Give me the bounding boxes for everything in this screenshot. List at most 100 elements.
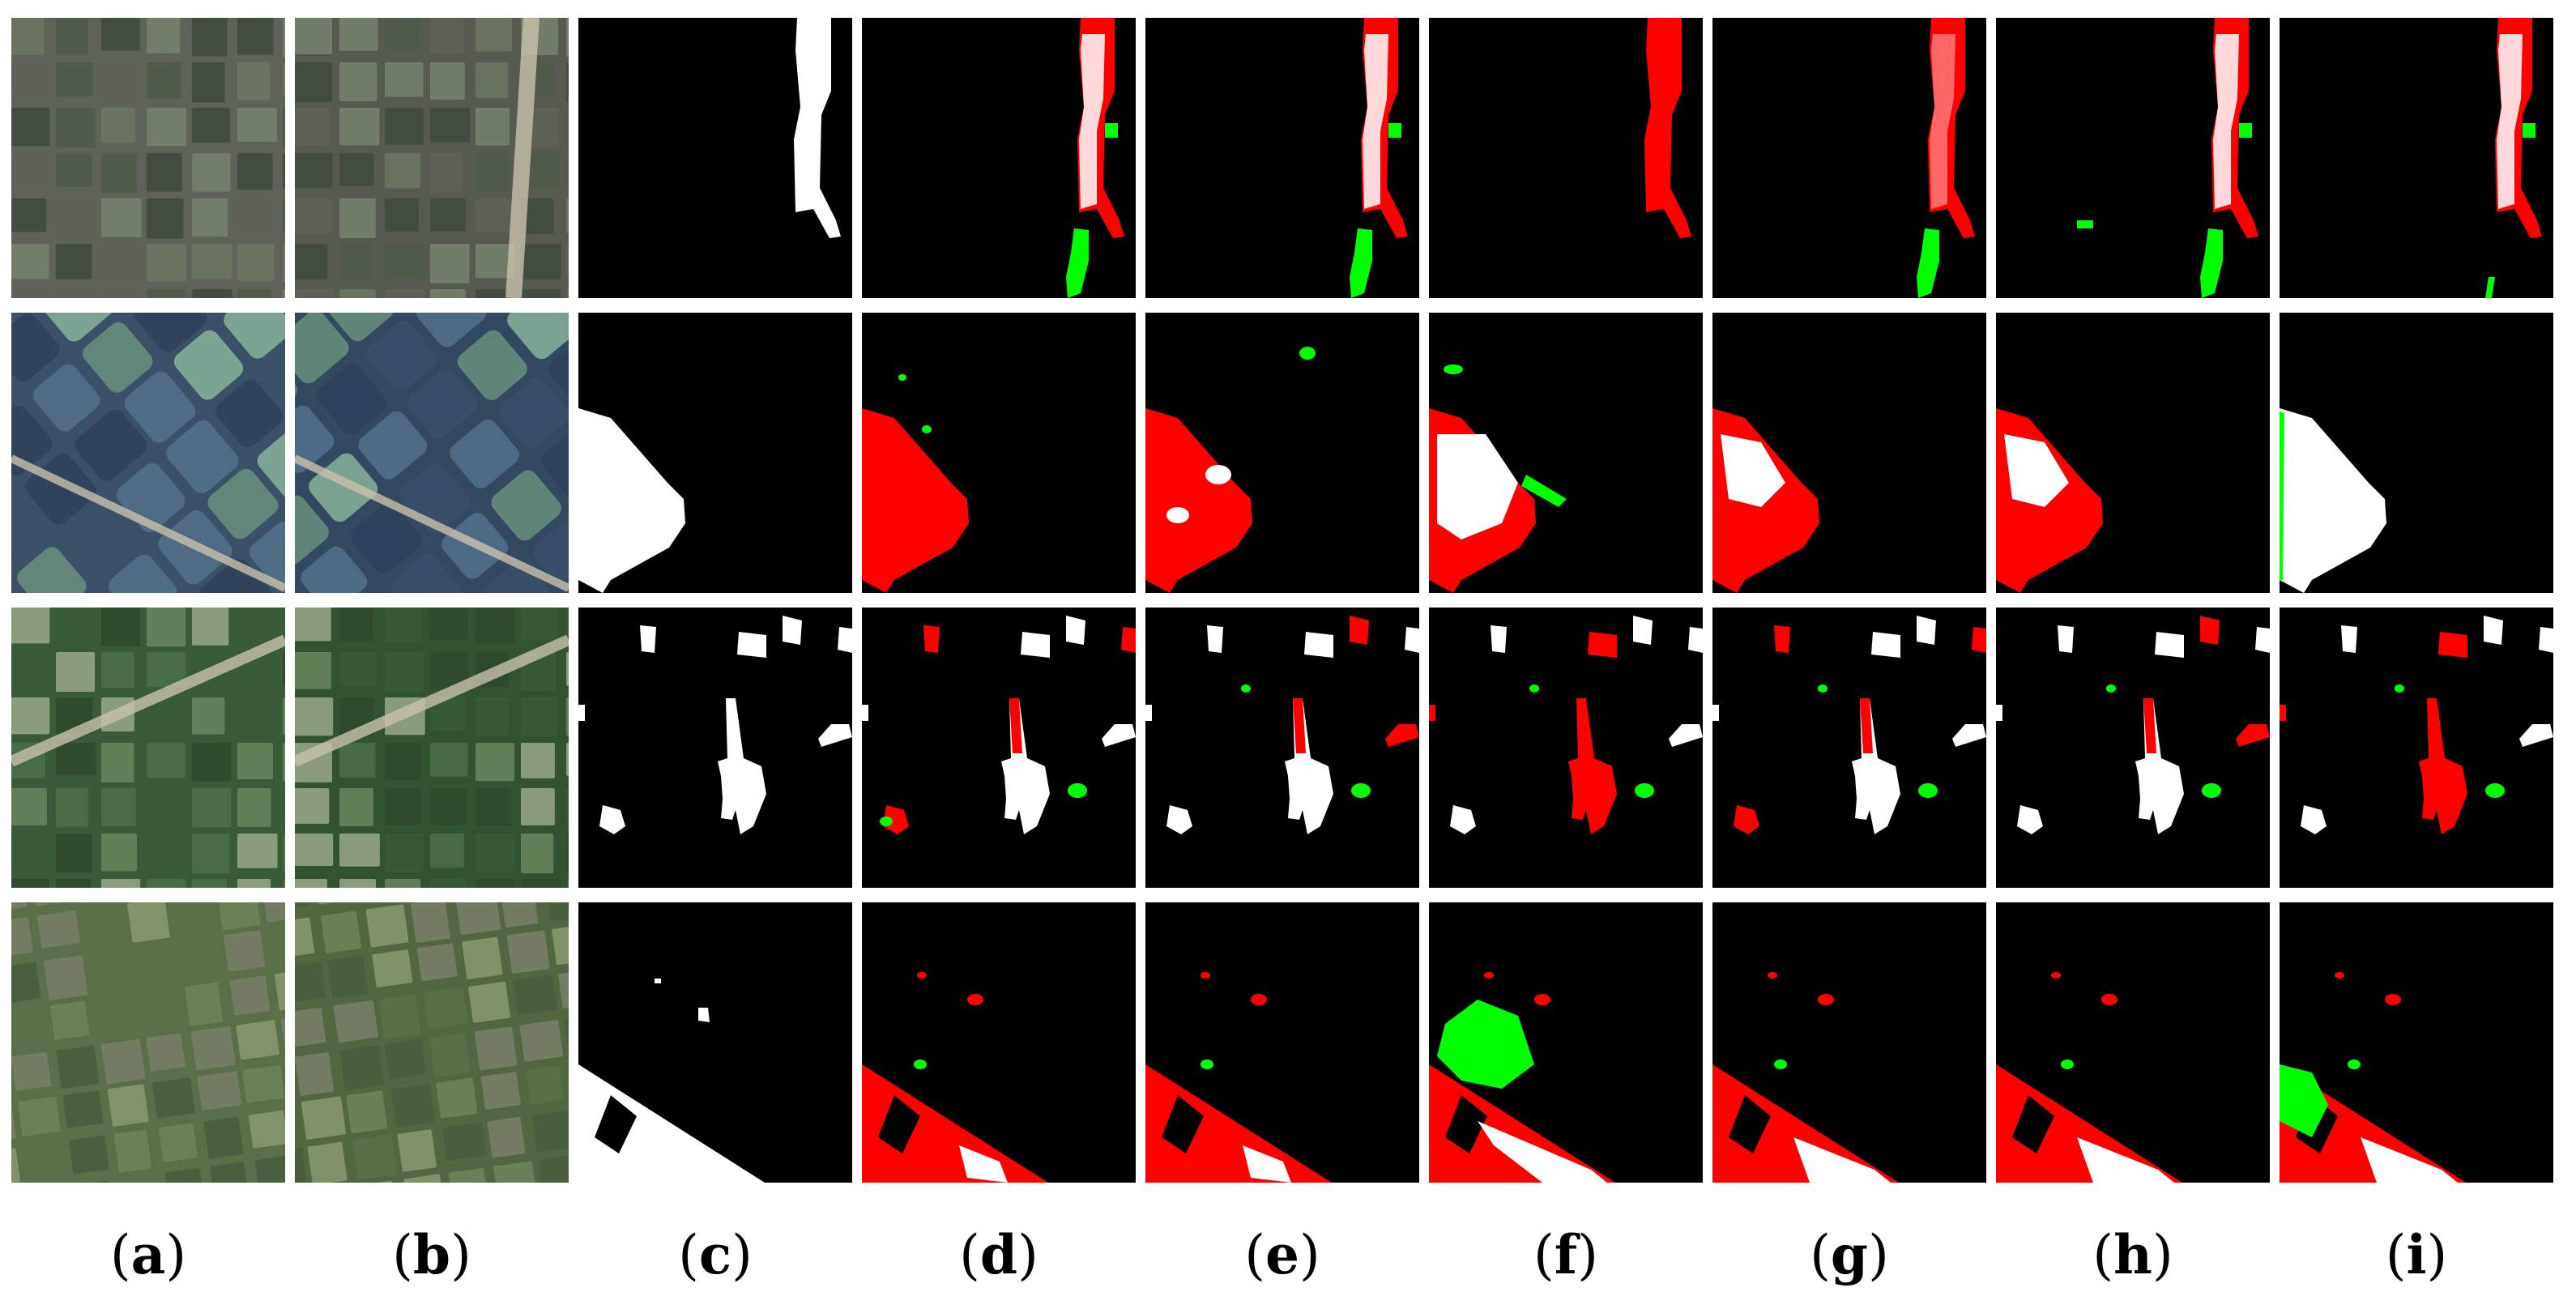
prediction-svg [1145, 313, 1419, 593]
tp-region [1491, 625, 1507, 653]
tile-prediction-row4-col-h [1996, 902, 2270, 1183]
tp-region [818, 724, 852, 747]
bg-region [1162, 1095, 1204, 1153]
tile-image-t2-row2-col-b [295, 313, 569, 593]
tp-region [1930, 34, 1955, 209]
tp-region [1952, 724, 1986, 747]
fp-region [898, 374, 906, 381]
bg-region [2012, 1095, 2054, 1153]
prediction-svg [1712, 18, 1986, 298]
prediction-svg [862, 608, 1136, 888]
mask-background [862, 608, 1136, 888]
fp-region [1066, 228, 1089, 298]
fp-region [1201, 1060, 1213, 1069]
fn-region [1201, 972, 1210, 979]
tp-region [1633, 616, 1653, 645]
tp-region [578, 705, 585, 721]
fn-region [2335, 972, 2344, 979]
tile-prediction-row4-col-f [1429, 902, 1703, 1183]
image-t1-svg [11, 18, 285, 298]
image-t2-svg [295, 608, 569, 888]
tp-region [2341, 625, 2357, 653]
image-t1-svg [11, 902, 285, 1183]
image-t2-svg [295, 18, 569, 298]
fn-region [1484, 972, 1494, 979]
prediction-svg [1712, 902, 1986, 1183]
tile-ground-truth-row2-col-c [578, 313, 852, 593]
tp-region [2301, 805, 2327, 834]
fn-region [1644, 18, 1691, 238]
fp-region [1635, 783, 1654, 798]
tp-region [578, 1064, 765, 1183]
prediction-svg [1429, 902, 1703, 1183]
fp-region [1299, 347, 1316, 360]
fn-region [2280, 705, 2286, 721]
tile-ground-truth-row3-col-c [578, 608, 852, 888]
fn-region [2427, 698, 2440, 753]
tile-prediction-row2-col-i [2280, 313, 2553, 593]
prediction-svg [2280, 18, 2553, 298]
fp-region [914, 1060, 927, 1069]
fp-region [922, 425, 932, 433]
bg-region [595, 1095, 637, 1153]
fn-region [923, 625, 940, 653]
fp-region [1918, 783, 1938, 798]
tp-region [1021, 632, 1050, 658]
column-label-h: (h) [1996, 1223, 2270, 1286]
prediction-svg [1429, 18, 1703, 298]
label-letter: d [979, 1223, 1018, 1286]
tile-prediction-row3-col-i [2280, 608, 2553, 888]
tile-prediction-row3-col-e [1145, 608, 1419, 888]
fp-region [2202, 783, 2221, 798]
tp-region [1405, 627, 1419, 653]
tp-region [1079, 34, 1105, 209]
fn-region [1385, 724, 1419, 747]
fn-region [2200, 616, 2220, 645]
label-letter: c [698, 1223, 732, 1286]
label-open-paren: ( [1810, 1224, 1831, 1286]
tile-ground-truth-row1-col-c [578, 18, 852, 298]
fp-region [2395, 684, 2404, 693]
bg-region [878, 1095, 920, 1153]
bg-region [1729, 1095, 1771, 1153]
fp-region [1351, 783, 1371, 798]
tile-prediction-row2-col-d [862, 313, 1136, 593]
tile-prediction-row3-col-f [1429, 608, 1703, 888]
tp-region [1166, 805, 1192, 834]
fn-region [1534, 994, 1550, 1005]
tile-prediction-row2-col-e [1145, 313, 1419, 593]
mask-background [1996, 608, 2270, 888]
tp-region [2017, 805, 2043, 834]
label-open-paren: ( [959, 1224, 980, 1286]
tp-region [640, 625, 656, 653]
fp-region [2485, 277, 2495, 298]
fn-region [1429, 705, 1435, 721]
tp-region [1145, 705, 1152, 721]
tp-region [2484, 616, 2503, 645]
tp-region [2280, 408, 2386, 593]
tile-prediction-row2-col-g [1712, 313, 1986, 593]
image-t1-svg [11, 608, 285, 888]
tile-prediction-row1-col-h [1996, 18, 2270, 298]
column-label-d: (d) [862, 1223, 1136, 1286]
tp-region [862, 705, 868, 721]
fp-region [2523, 123, 2535, 138]
mask-background [1429, 608, 1703, 888]
label-open-paren: ( [392, 1224, 413, 1286]
prediction-svg [862, 313, 1136, 593]
label-open-paren: ( [1533, 1224, 1555, 1286]
tile-prediction-row3-col-h [1996, 608, 2270, 888]
prediction-svg [2280, 902, 2553, 1183]
fn-region [1121, 627, 1136, 653]
fp-region [1917, 228, 1939, 298]
fn-region [862, 1064, 1048, 1183]
tp-region [2004, 434, 2069, 507]
column-label-f: (f) [1429, 1223, 1703, 1286]
column-label-a: (a) [11, 1223, 285, 1286]
image-t1-svg [11, 313, 285, 593]
prediction-svg [1145, 902, 1419, 1183]
prediction-svg [1712, 313, 1986, 593]
fn-region [1818, 994, 1834, 1005]
fn-region [1145, 1064, 1332, 1183]
tile-ground-truth-row4-col-c [578, 902, 852, 1183]
